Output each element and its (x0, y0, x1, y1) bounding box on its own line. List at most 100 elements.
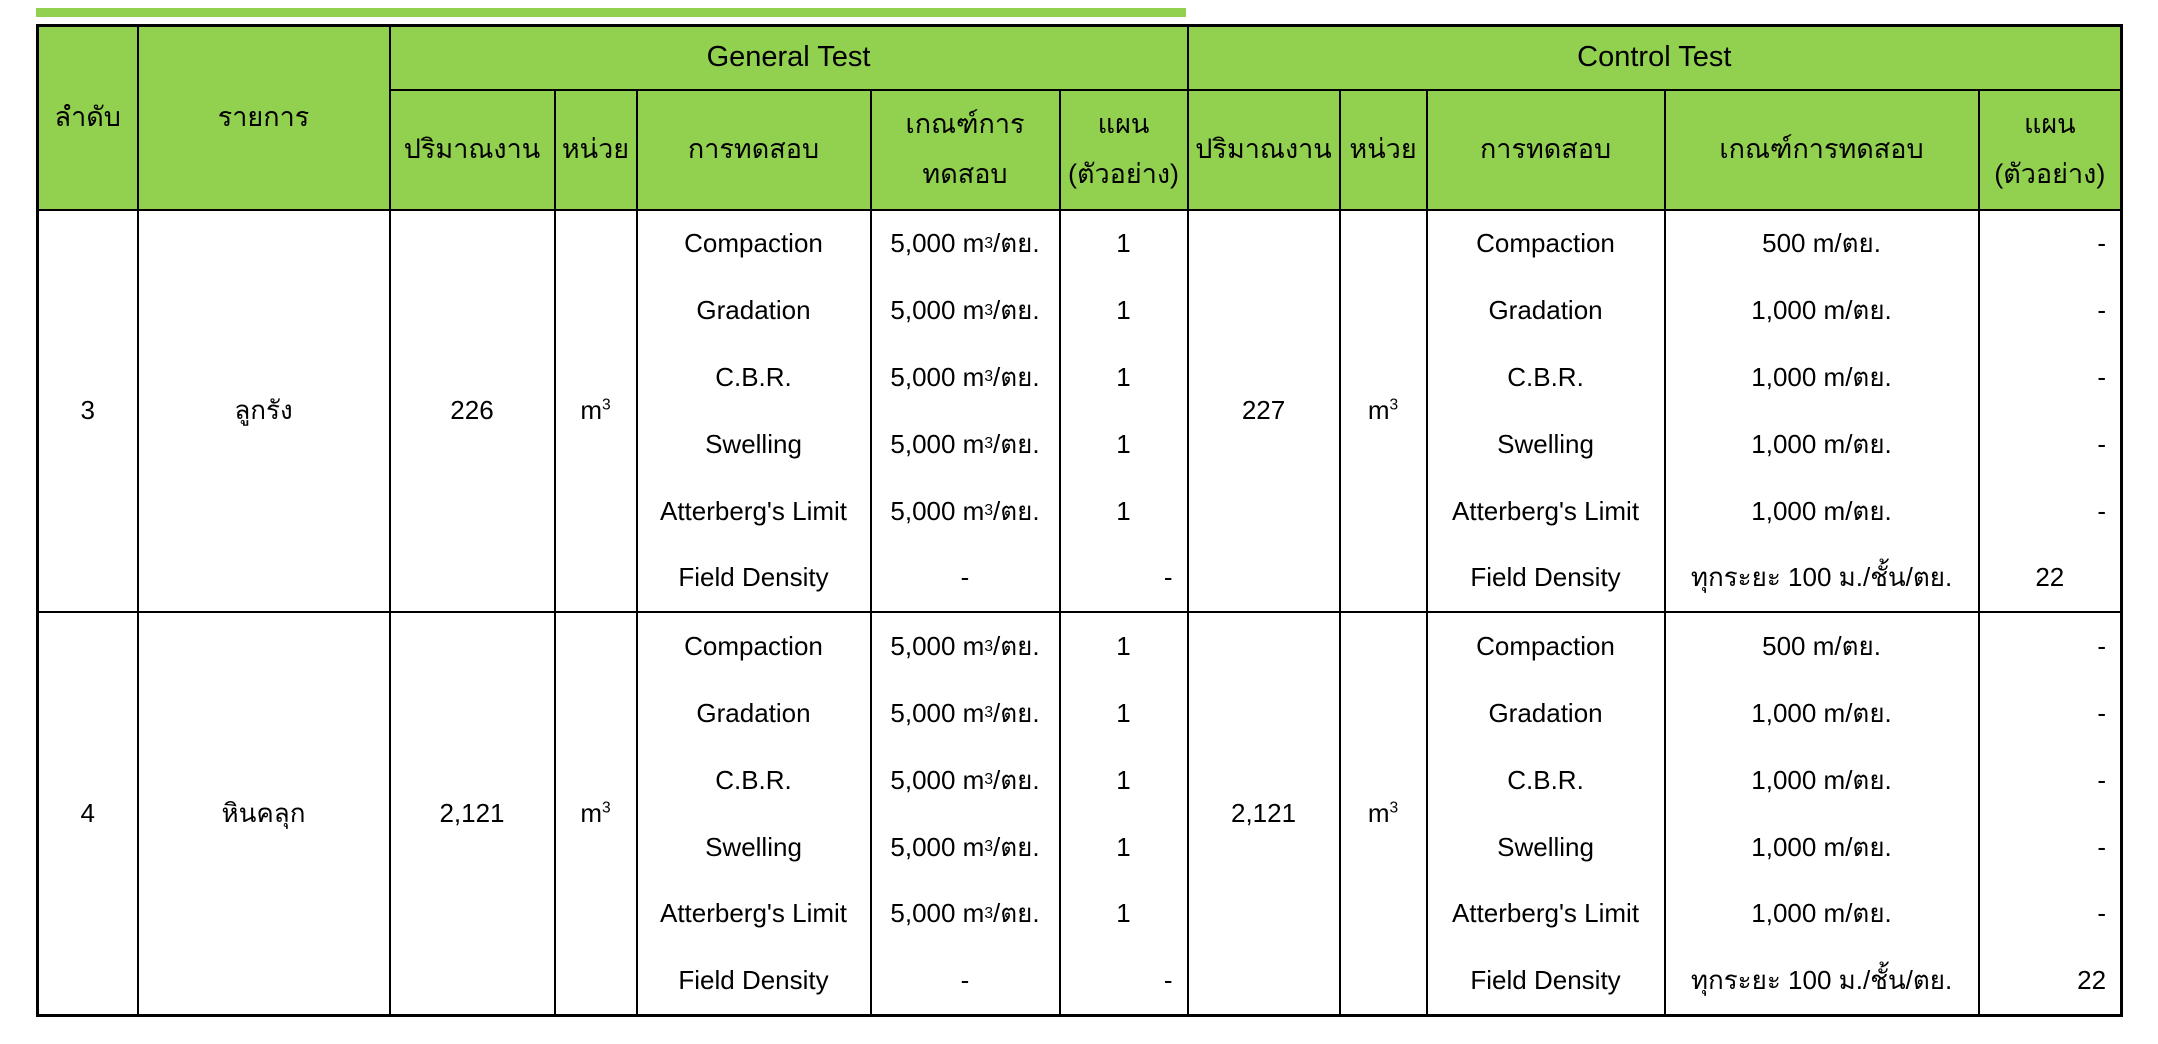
header-control-plan: แผน (ตัวอย่าง) (1977, 88, 2123, 211)
control-test-name-line: Gradation (1488, 697, 1603, 728)
general-test-name-line: Gradation (696, 697, 811, 728)
general-plan: 1 1 1 1 1 - (1058, 611, 1189, 1017)
general-criteria-line: 5,000 m 3/ตย. (890, 228, 1040, 259)
general-test-name-line: Compaction (684, 631, 823, 662)
general-criteria-line: 5,000 m 3/ตย. (890, 898, 1040, 929)
header-general-test: การทดสอบ (635, 88, 872, 211)
header-control-quantity: ปริมาณงาน (1186, 88, 1341, 211)
control-test-name-line: C.B.R. (1507, 764, 1584, 795)
control-test-name: Compaction Gradation C.B.R. Swelling Atterbe… (1425, 208, 1666, 614)
general-criteria-line: 5,000 m 3/ตย. (890, 831, 1040, 862)
general-plan-line: 1 (1116, 295, 1131, 326)
material-row: 4 หินคลุก 2,121 m3 Compaction Gradation C.B.R.… (36, 611, 2123, 1017)
general-plan-line: 1 (1116, 898, 1131, 929)
general-criteria-line: - (960, 965, 970, 996)
header-general-criteria: เกณฑ์การ ทดสอบ (869, 88, 1061, 211)
control-test-name: Compaction Gradation C.B.R. Swelling Atterbe… (1425, 611, 1666, 1017)
control-test-name-line: Compaction (1476, 631, 1615, 662)
control-criteria-line: 1,000 m/ตย. (1751, 898, 1892, 929)
header-control-criteria: เกณฑ์การทดสอบ (1663, 88, 1980, 211)
control-criteria-line: 500 m/ตย. (1762, 631, 1881, 662)
control-plan-line: - (2097, 495, 2107, 526)
header-item: รายการ (136, 24, 391, 211)
control-plan-line: - (2097, 898, 2107, 929)
control-criteria-line: 1,000 m/ตย. (1751, 831, 1892, 862)
general-plan-line: - (1163, 562, 1173, 593)
row-number: 4 (36, 611, 139, 1017)
control-test-name-line: Swelling (1497, 428, 1594, 459)
header-no: ลำดับ (36, 24, 139, 211)
general-criteria-line: 5,000 m 3/ตย. (890, 631, 1040, 662)
control-plan-line: - (2097, 764, 2107, 795)
general-test-name-line: Swelling (705, 428, 802, 459)
control-unit: m3 (1338, 611, 1428, 1017)
table-header: ลำดับ รายการ General Test Control Test ป… (36, 24, 2123, 211)
general-plan-line: 1 (1116, 495, 1131, 526)
control-plan-line: - (2097, 631, 2107, 662)
general-criteria-line: 5,000 m 3/ตย. (890, 764, 1040, 795)
general-plan-line: - (1163, 965, 1173, 996)
general-test-name-line: Swelling (705, 831, 802, 862)
control-test-name-line: Atterberg's Limit (1452, 495, 1640, 526)
control-plan-line: - (2097, 697, 2107, 728)
control-quantity: 227 (1186, 208, 1341, 614)
table-body: 3 ลูกรัง 226 m3 Compaction Gradation C.B.R. Swe… (36, 208, 2123, 1017)
header-sub-row: ปริมาณงาน หน่วย การทดสอบ เกณฑ์การ ทดสอบ … (38, 88, 2123, 211)
control-plan-line: - (2097, 361, 2107, 392)
control-plan-line: - (2097, 228, 2107, 259)
control-test-name-line: Field Density (1470, 562, 1621, 593)
control-test-name-line: C.B.R. (1507, 361, 1584, 392)
control-plan-line: 22 (2077, 965, 2107, 996)
general-test-name-line: Atterberg's Limit (659, 495, 848, 526)
general-criteria-line: - (960, 562, 970, 593)
general-criteria: 5,000 m 3/ตย. 5,000 m 3/ตย. 5,000 m 3/ตย. 5,00… (869, 611, 1061, 1017)
control-criteria-line: 1,000 m/ตย. (1751, 295, 1892, 326)
control-plan: - - - - - 22 (1977, 611, 2123, 1017)
control-unit: m3 (1338, 208, 1428, 614)
general-quantity: 226 (388, 208, 556, 614)
control-test-name-line: Field Density (1470, 965, 1621, 996)
general-plan-line: 1 (1116, 764, 1131, 795)
general-test-name-line: C.B.R. (715, 361, 792, 392)
control-test-name-line: Gradation (1488, 295, 1603, 326)
control-criteria-line: 1,000 m/ตย. (1751, 361, 1892, 392)
control-criteria: 500 m/ตย. 1,000 m/ตย. 1,000 m/ตย. 1,000 m/ต… (1663, 208, 1980, 614)
general-test-name: Compaction Gradation C.B.R. Swelling Atterbe… (635, 208, 872, 614)
general-test-name-line: Gradation (696, 295, 811, 326)
control-criteria-line: ทุกระยะ 100 ม./ชั้น/ตย. (1690, 562, 1953, 593)
general-criteria-line: 5,000 m 3/ตย. (890, 361, 1040, 392)
header-general-unit: หน่วย (553, 88, 638, 211)
general-criteria-line: 5,000 m 3/ตย. (890, 697, 1040, 728)
general-criteria-line: 5,000 m 3/ตย. (890, 295, 1040, 326)
control-plan-line: 22 (2035, 562, 2065, 593)
general-plan-line: 1 (1116, 361, 1131, 392)
general-quantity: 2,121 (388, 611, 556, 1017)
general-plan: 1 1 1 1 1 - (1058, 208, 1189, 614)
header-general-plan: แผน (ตัวอย่าง) (1058, 88, 1189, 211)
header-control-test: การทดสอบ (1425, 88, 1666, 211)
header-control-test-group: Control Test (1186, 24, 2123, 91)
item-name: ลูกรัง (136, 208, 391, 614)
control-criteria-line: 1,000 m/ตย. (1751, 697, 1892, 728)
control-criteria-line: 1,000 m/ตย. (1751, 428, 1892, 459)
control-plan-line: - (2097, 295, 2107, 326)
general-test-name: Compaction Gradation C.B.R. Swelling Atterbe… (635, 611, 872, 1017)
control-plan: - - - - - 22 (1977, 208, 2123, 614)
control-test-name-line: Atterberg's Limit (1452, 898, 1640, 929)
general-test-name-line: Field Density (678, 562, 829, 593)
general-plan-line: 1 (1116, 697, 1131, 728)
control-criteria-line: 1,000 m/ตย. (1751, 764, 1892, 795)
header-control-unit: หน่วย (1338, 88, 1428, 211)
test-plan-table: ลำดับ รายการ General Test Control Test ป… (36, 24, 2124, 1018)
control-criteria: 500 m/ตย. 1,000 m/ตย. 1,000 m/ตย. 1,000 m/ต… (1663, 611, 1980, 1017)
general-test-name-line: Field Density (678, 965, 829, 996)
general-unit: m3 (553, 611, 638, 1017)
general-criteria-line: 5,000 m 3/ตย. (890, 495, 1040, 526)
control-quantity: 2,121 (1186, 611, 1341, 1017)
general-plan-line: 1 (1116, 428, 1131, 459)
general-criteria-line: 5,000 m 3/ตย. (890, 428, 1040, 459)
top-green-stripe (36, 8, 1186, 17)
general-test-name-line: Compaction (684, 228, 823, 259)
header-general-quantity: ปริมาณงาน (388, 88, 556, 211)
